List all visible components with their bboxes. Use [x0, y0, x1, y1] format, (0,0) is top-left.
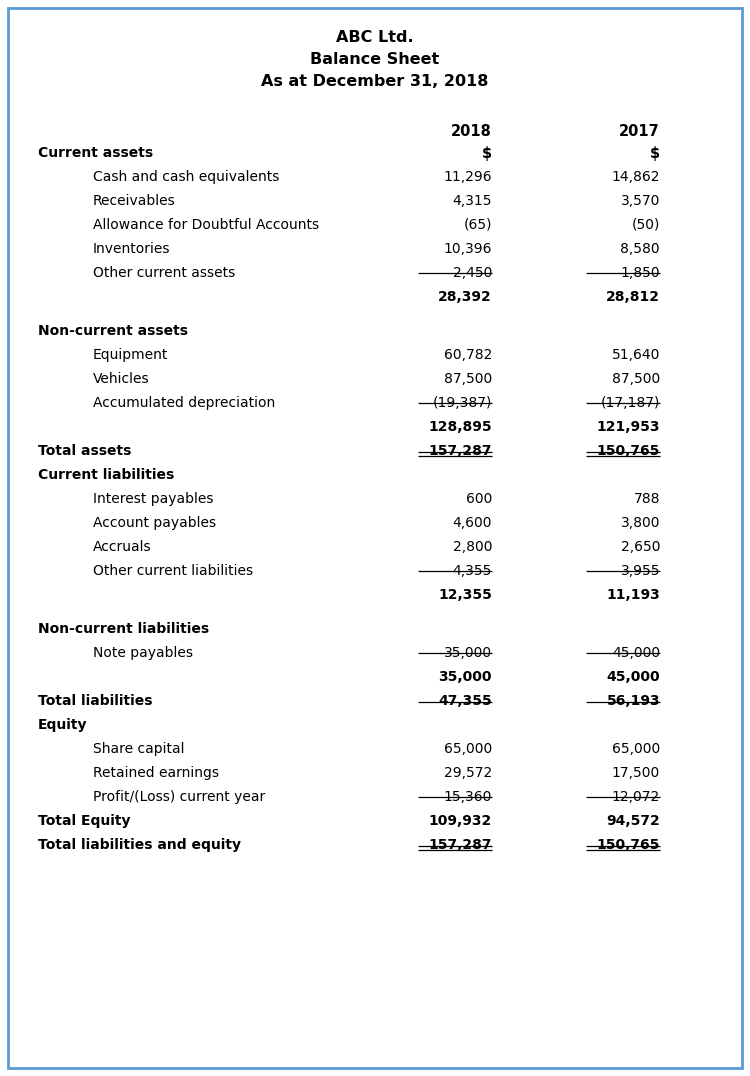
Text: 4,600: 4,600	[452, 516, 492, 530]
Text: 157,287: 157,287	[428, 444, 492, 458]
Text: 11,193: 11,193	[606, 587, 660, 601]
Text: Total liabilities: Total liabilities	[38, 694, 152, 708]
Text: (19,387): (19,387)	[433, 396, 492, 410]
Text: 8,580: 8,580	[620, 242, 660, 256]
Text: Share capital: Share capital	[93, 742, 184, 756]
Text: Current assets: Current assets	[38, 146, 153, 160]
Text: Non-current liabilities: Non-current liabilities	[38, 622, 209, 636]
Text: 14,862: 14,862	[611, 170, 660, 184]
Text: 12,072: 12,072	[612, 790, 660, 804]
Text: 128,895: 128,895	[428, 420, 492, 434]
Text: 2018: 2018	[452, 124, 492, 139]
Text: 3,955: 3,955	[620, 564, 660, 578]
Text: Cash and cash equivalents: Cash and cash equivalents	[93, 170, 279, 184]
Text: (65): (65)	[464, 218, 492, 232]
Text: 109,932: 109,932	[429, 815, 492, 829]
Text: Total assets: Total assets	[38, 444, 131, 458]
Text: Note payables: Note payables	[93, 646, 193, 660]
Text: Equity: Equity	[38, 718, 88, 732]
Text: 1,850: 1,850	[620, 266, 660, 280]
Text: Non-current assets: Non-current assets	[38, 324, 188, 338]
Text: Interest payables: Interest payables	[93, 492, 214, 506]
Text: 28,812: 28,812	[606, 291, 660, 305]
Text: Accumulated depreciation: Accumulated depreciation	[93, 396, 275, 410]
Text: Accruals: Accruals	[93, 540, 152, 554]
Text: 45,000: 45,000	[612, 646, 660, 660]
Text: 150,765: 150,765	[597, 838, 660, 852]
Text: 157,287: 157,287	[428, 838, 492, 852]
Text: 29,572: 29,572	[444, 766, 492, 780]
Text: 60,782: 60,782	[444, 348, 492, 362]
Text: 35,000: 35,000	[444, 646, 492, 660]
Text: 788: 788	[634, 492, 660, 506]
Text: 65,000: 65,000	[444, 742, 492, 756]
Text: $: $	[482, 146, 492, 161]
Text: 56,193: 56,193	[606, 694, 660, 708]
Text: ABC Ltd.: ABC Ltd.	[336, 30, 414, 45]
Text: $: $	[650, 146, 660, 161]
Text: 28,392: 28,392	[438, 291, 492, 305]
Text: 87,500: 87,500	[612, 372, 660, 386]
Text: 47,355: 47,355	[438, 694, 492, 708]
Text: Allowance for Doubtful Accounts: Allowance for Doubtful Accounts	[93, 218, 320, 232]
Text: Total Equity: Total Equity	[38, 815, 130, 829]
Text: Vehicles: Vehicles	[93, 372, 149, 386]
Text: 121,953: 121,953	[596, 420, 660, 434]
Text: 2,450: 2,450	[452, 266, 492, 280]
Text: 51,640: 51,640	[612, 348, 660, 362]
Text: 150,765: 150,765	[597, 444, 660, 458]
Text: (50): (50)	[632, 218, 660, 232]
Text: Other current assets: Other current assets	[93, 266, 236, 280]
Text: 600: 600	[466, 492, 492, 506]
Text: As at December 31, 2018: As at December 31, 2018	[261, 74, 489, 89]
Text: 87,500: 87,500	[444, 372, 492, 386]
Text: 4,355: 4,355	[452, 564, 492, 578]
Text: Profit/(Loss) current year: Profit/(Loss) current year	[93, 790, 266, 804]
Text: 11,296: 11,296	[443, 170, 492, 184]
Text: 3,800: 3,800	[620, 516, 660, 530]
Text: Total liabilities and equity: Total liabilities and equity	[38, 838, 241, 852]
Text: 65,000: 65,000	[612, 742, 660, 756]
Text: 2017: 2017	[620, 124, 660, 139]
Text: Retained earnings: Retained earnings	[93, 766, 219, 780]
Text: (17,187): (17,187)	[601, 396, 660, 410]
Text: 15,360: 15,360	[444, 790, 492, 804]
Text: 2,650: 2,650	[620, 540, 660, 554]
Text: 94,572: 94,572	[606, 815, 660, 829]
Text: 10,396: 10,396	[443, 242, 492, 256]
Text: Balance Sheet: Balance Sheet	[310, 52, 440, 67]
Text: 45,000: 45,000	[606, 670, 660, 684]
Text: Account payables: Account payables	[93, 516, 216, 530]
Text: 2,800: 2,800	[452, 540, 492, 554]
Text: 4,315: 4,315	[452, 194, 492, 208]
Text: 35,000: 35,000	[439, 670, 492, 684]
Text: 12,355: 12,355	[438, 587, 492, 601]
Text: Other current liabilities: Other current liabilities	[93, 564, 253, 578]
Text: Current liabilities: Current liabilities	[38, 468, 174, 482]
Text: 3,570: 3,570	[621, 194, 660, 208]
Text: Inventories: Inventories	[93, 242, 170, 256]
Text: 17,500: 17,500	[612, 766, 660, 780]
Text: Equipment: Equipment	[93, 348, 168, 362]
Text: Receivables: Receivables	[93, 194, 176, 208]
